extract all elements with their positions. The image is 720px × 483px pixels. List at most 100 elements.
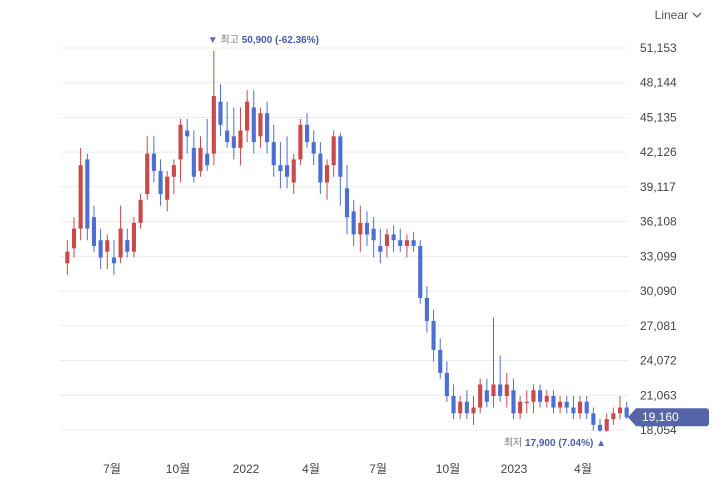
candle-body (218, 101, 223, 125)
candle-body (91, 217, 97, 246)
candle-body (531, 390, 536, 402)
candle-body (411, 240, 416, 246)
candle-body (431, 320, 436, 350)
candle-body (65, 251, 70, 264)
x-tick-label: 2022 (233, 462, 260, 476)
candle-body (324, 165, 330, 183)
candle-body (238, 130, 243, 148)
candle-body (378, 245, 383, 252)
candle-body (518, 401, 523, 414)
candle-body (178, 124, 183, 160)
candle-body (558, 401, 563, 408)
y-tick-label: 18,054 (640, 423, 677, 437)
candle-body (344, 188, 350, 218)
candle-body (231, 136, 236, 148)
scale-label: Linear (654, 8, 688, 22)
candle-body (185, 130, 190, 137)
candle-body (511, 390, 516, 414)
y-tick-label: 45,135 (640, 110, 677, 124)
x-tick-label: 10월 (436, 462, 460, 476)
candle-body (464, 401, 469, 414)
candle-body (624, 407, 629, 418)
x-tick-label: 7월 (103, 462, 121, 476)
current-price-label: 19,160 (642, 410, 679, 424)
candle-body (191, 147, 196, 177)
y-tick-label: 30,090 (640, 284, 677, 298)
y-tick-label: 51,153 (640, 41, 677, 55)
candle-body (491, 384, 496, 396)
candle-body (138, 199, 143, 223)
candle-body (291, 159, 296, 183)
candle-body (617, 407, 623, 414)
candle-body (71, 228, 77, 249)
x-tick-label: 4월 (574, 462, 592, 476)
y-tick-label: 33,099 (640, 249, 677, 263)
candle-body (304, 124, 310, 143)
candle-body (544, 395, 549, 402)
candle-body (258, 113, 263, 137)
current-price-badge-shape (628, 408, 709, 427)
candle-body (145, 153, 150, 195)
candle-body (438, 349, 443, 373)
candle-body (251, 107, 256, 143)
candle-body (171, 165, 176, 177)
candle-body (391, 234, 396, 241)
y-tick-label: 21,063 (640, 388, 677, 402)
candle-body (211, 95, 216, 154)
high-annotation-label: 최고 (221, 34, 239, 46)
candle-body (538, 390, 543, 402)
candle-body (85, 159, 90, 229)
candle-body (105, 240, 110, 252)
x-axis-ticks: 7월 10월 2022 4월 7월 10월 2023 4월 (103, 462, 592, 476)
candle-body (278, 165, 283, 171)
candle-body (564, 401, 569, 408)
y-tick-label: 24,072 (640, 354, 677, 368)
candle-body (364, 222, 370, 235)
candle-body (478, 384, 483, 408)
candle-body (285, 165, 290, 177)
candle-body (78, 165, 83, 229)
candle-body (498, 384, 503, 396)
candle-body (484, 390, 489, 402)
candle-body (597, 424, 603, 431)
candle-body (165, 176, 170, 200)
current-price-badge: 19,160 (628, 408, 709, 427)
annotations: ▼ 최고 50,900 (-62.36%) 최저 17,900 (7.04%) … (208, 34, 606, 449)
candle-body (611, 413, 616, 420)
candle-body (125, 240, 130, 252)
candle-body (418, 245, 423, 298)
candle-body (318, 153, 323, 183)
candle-body (205, 153, 210, 166)
candle-body (271, 142, 276, 166)
y-tick-label: 48,144 (640, 76, 677, 90)
y-tick-label: 42,126 (640, 145, 677, 159)
x-tick-label: 2023 (501, 462, 528, 476)
y-tick-label: 27,081 (640, 319, 677, 333)
candle-body (471, 407, 476, 414)
chevron-down-icon (692, 12, 702, 18)
candle-body (424, 297, 429, 321)
candle-body (404, 240, 409, 246)
candle-body (591, 413, 596, 425)
low-annotation: 최저 17,900 (7.04%) ▲ (504, 437, 606, 449)
candle-body (158, 170, 163, 195)
candle-body (458, 401, 463, 414)
candle-body (151, 153, 156, 171)
candle-body (311, 142, 316, 154)
candle-body (245, 101, 250, 131)
candle-body (371, 228, 376, 241)
candle-body (571, 407, 576, 414)
scale-toggle[interactable]: Linear (655, 8, 702, 22)
x-tick-label: 4월 (302, 462, 320, 476)
low-annotation-value: 17,900 (7.04%) (525, 438, 593, 449)
candle-body (358, 222, 363, 235)
x-tick-label: 7월 (369, 462, 387, 476)
candle-body (351, 211, 356, 235)
grid-lines (60, 47, 628, 431)
x-tick-label: 10월 (166, 462, 190, 476)
candle-body (198, 147, 203, 171)
candle-body (577, 401, 583, 414)
candle-body (131, 222, 136, 252)
candle-body (225, 130, 230, 143)
